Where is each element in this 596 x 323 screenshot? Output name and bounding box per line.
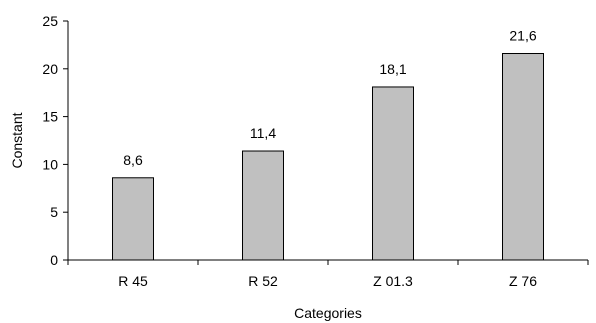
bars	[112, 53, 544, 261]
y-tick-label: 10	[42, 156, 58, 172]
x-tick-label: Z 76	[509, 273, 537, 289]
x-tick-label: Z 01.3	[373, 273, 413, 289]
y-tick-label: 0	[50, 252, 58, 268]
bar	[502, 53, 544, 261]
y-axis-title: Constant	[9, 112, 25, 168]
bar	[112, 177, 154, 261]
y-tick-label: 20	[42, 61, 58, 77]
data-label: 8,6	[123, 152, 143, 168]
x-axis-ticks: R 45 R 52 Z 01.3 Z 76	[67, 260, 589, 289]
data-label: 18,1	[379, 61, 406, 77]
x-tick-label: R 52	[248, 273, 278, 289]
y-tick-label: 5	[50, 204, 58, 220]
y-tick-label: 15	[42, 109, 58, 125]
x-axis-title: Categories	[294, 305, 362, 321]
x-tick-label: R 45	[118, 273, 148, 289]
bar	[372, 86, 414, 261]
y-tick-label: 25	[42, 13, 58, 29]
data-labels: 8,6 11,4 18,1 21,6	[123, 28, 537, 168]
y-axis-ticks: 0 5 10 15 20 25	[42, 13, 68, 268]
data-label: 21,6	[509, 28, 536, 44]
bar	[242, 150, 284, 261]
data-label: 11,4	[250, 125, 276, 141]
